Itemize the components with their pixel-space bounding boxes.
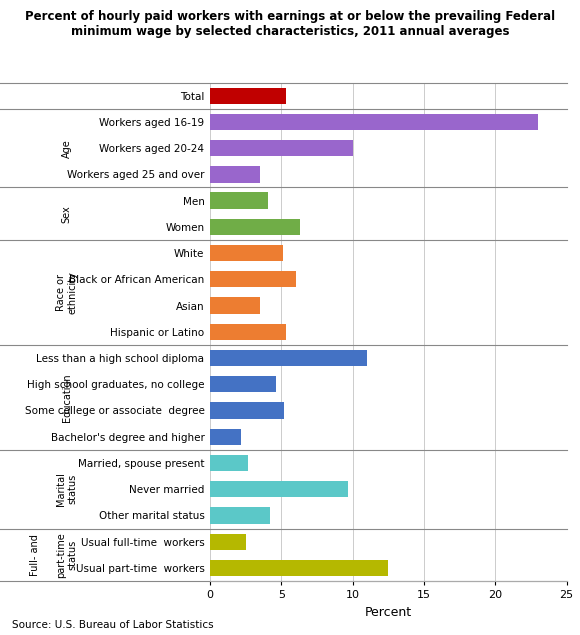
Bar — [210, 192, 269, 209]
Bar — [210, 324, 285, 340]
Bar — [210, 403, 284, 418]
Text: Marital
status: Marital status — [56, 472, 78, 506]
Text: Percent of hourly paid workers with earnings at or below the prevailing Federal
: Percent of hourly paid workers with earn… — [25, 10, 555, 37]
Text: part-time
status: part-time status — [56, 532, 78, 578]
Bar — [210, 218, 300, 235]
Text: Education: Education — [61, 373, 72, 422]
Text: Age: Age — [61, 139, 72, 157]
Text: Source: U.S. Bureau of Labor Statistics: Source: U.S. Bureau of Labor Statistics — [12, 620, 213, 630]
Text: Race or
ethnicity: Race or ethnicity — [56, 271, 78, 314]
Text: Sex: Sex — [61, 205, 72, 223]
Bar — [210, 507, 270, 524]
Bar — [210, 88, 285, 104]
Bar — [210, 350, 367, 366]
Bar — [210, 533, 246, 550]
Bar — [210, 114, 538, 130]
Bar — [210, 140, 353, 156]
Bar — [210, 166, 260, 182]
Bar — [210, 376, 276, 392]
Bar — [210, 297, 260, 314]
Bar — [210, 271, 296, 288]
Bar — [210, 560, 389, 576]
Text: Full- and: Full- and — [30, 534, 40, 576]
Bar — [210, 481, 349, 497]
Bar — [210, 455, 248, 471]
Bar — [210, 429, 241, 445]
X-axis label: Percent: Percent — [365, 606, 412, 618]
Bar — [210, 245, 282, 261]
